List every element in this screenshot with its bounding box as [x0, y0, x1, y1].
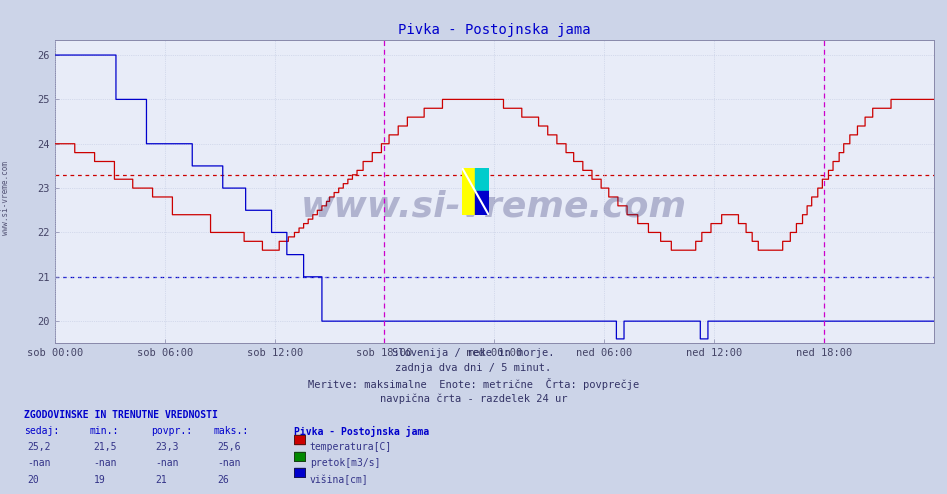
Text: 25,2: 25,2 — [27, 442, 51, 452]
Text: -nan: -nan — [27, 458, 51, 468]
Text: povpr.:: povpr.: — [152, 426, 192, 436]
Bar — [295, 435, 305, 445]
Text: sedaj:: sedaj: — [24, 426, 59, 436]
Text: 23,3: 23,3 — [155, 442, 179, 452]
Text: -nan: -nan — [217, 458, 241, 468]
Text: maks.:: maks.: — [213, 426, 248, 436]
Text: -nan: -nan — [155, 458, 179, 468]
Bar — [295, 435, 305, 445]
Text: 20: 20 — [27, 475, 39, 485]
Text: 26: 26 — [217, 475, 228, 485]
Polygon shape — [462, 168, 475, 215]
Bar — [295, 468, 305, 477]
Text: min.:: min.: — [90, 426, 119, 436]
Bar — [295, 452, 305, 461]
Bar — [295, 468, 305, 477]
Text: temperatura[C]: temperatura[C] — [310, 442, 392, 452]
Polygon shape — [475, 168, 489, 192]
Text: Slovenija / reke in morje.: Slovenija / reke in morje. — [392, 348, 555, 358]
Text: 21,5: 21,5 — [94, 442, 117, 452]
Title: Pivka - Postojnska jama: Pivka - Postojnska jama — [398, 23, 591, 37]
Text: višina[cm]: višina[cm] — [310, 475, 368, 485]
Bar — [295, 452, 305, 461]
Text: 19: 19 — [94, 475, 105, 485]
Text: Pivka - Postojnska jama: Pivka - Postojnska jama — [294, 426, 429, 437]
Text: ZGODOVINSKE IN TRENUTNE VREDNOSTI: ZGODOVINSKE IN TRENUTNE VREDNOSTI — [24, 410, 218, 420]
Text: Meritve: maksimalne  Enote: metrične  Črta: povprečje: Meritve: maksimalne Enote: metrične Črta… — [308, 378, 639, 390]
Text: zadnja dva dni / 5 minut.: zadnja dva dni / 5 minut. — [396, 363, 551, 373]
Polygon shape — [475, 192, 489, 215]
Text: 21: 21 — [155, 475, 167, 485]
Text: -nan: -nan — [94, 458, 117, 468]
Text: navpična črta - razdelek 24 ur: navpična črta - razdelek 24 ur — [380, 394, 567, 404]
Text: 25,6: 25,6 — [217, 442, 241, 452]
Text: www.si-vreme.com: www.si-vreme.com — [301, 190, 688, 224]
Text: www.si-vreme.com: www.si-vreme.com — [1, 161, 10, 235]
Text: pretok[m3/s]: pretok[m3/s] — [310, 458, 380, 468]
